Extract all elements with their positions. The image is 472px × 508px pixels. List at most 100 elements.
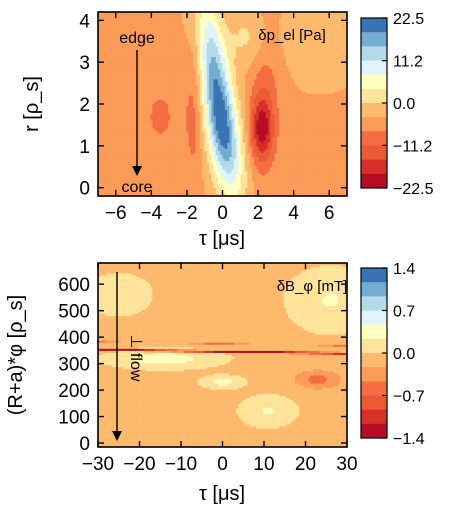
pressure-field-cell [122,59,126,62]
pressure-field-cell [245,75,248,79]
pressure-field-cell [270,16,273,19]
pressure-field-cell [109,28,113,31]
pressure-field-cell [258,32,262,36]
pressure-field-cell [342,34,346,38]
pressure-field-cell [116,40,119,44]
pressure-field-cell [258,75,262,79]
pressure-field-cell [260,54,264,58]
pressure-field-cell [317,30,321,34]
pressure-field-cell [152,75,156,79]
pressure-field-cell [283,52,287,56]
pressure-field-cell [113,18,117,21]
pressure-field-cell [313,24,316,27]
pressure-field-cell [213,26,217,29]
pressure-field-cell [134,75,138,79]
pressure-field-cell [303,18,307,21]
pressure-field-cell [131,71,135,74]
pressure-field-cell [344,24,348,27]
pressure-field-cell [233,32,237,36]
pressure-field-cell [231,48,235,52]
pressure-field-cell [308,54,312,58]
pressure-field-cell [324,52,328,56]
pressure-field-cell [249,67,253,70]
pressure-field-cell [211,69,215,72]
pressure-field-cell [333,20,337,23]
pressure-field-cell [308,28,312,31]
pressure-field-cell [258,59,262,62]
pressure-field-cell [335,52,339,56]
pressure-field-cell [134,34,138,38]
pressure-field-cell [315,22,319,25]
pressure-field-cell [156,67,160,70]
pressure-field-cell [331,26,335,29]
pressure-field-cell [337,44,341,48]
pressure-field-cell [231,20,235,23]
pressure-field-cell [274,71,278,74]
pressure-field-cell [184,12,187,15]
pressure-field-cell [215,75,219,79]
pressure-field-cell [276,65,280,68]
pressure-field-cell [131,48,135,52]
pressure-field-cell [125,59,129,62]
pressure-field-cell [147,20,151,23]
pressure-field-cell [322,26,325,29]
pressure-field-cell [344,16,348,19]
pressure-field-cell [184,73,187,76]
pressure-field-cell [181,18,185,21]
pressure-field-cell [199,12,203,15]
pressure-field-cell [319,75,323,79]
pressure-field-cell [279,28,282,31]
pressure-field-cell [231,69,235,72]
pressure-field-cell [168,59,172,62]
pressure-field-cell [313,34,316,38]
pressure-field-cell [328,18,332,21]
pressure-field-cell [165,26,169,29]
pressure-field-cell [281,12,285,15]
pressure-field-cell [333,36,337,40]
pressure-field-cell [116,67,119,70]
pressure-field-cell [303,26,307,29]
pressure-field-cell [340,50,344,54]
pressure-field-cell [220,14,224,17]
pressure-field-cell [242,28,246,31]
pressure-field-cell [326,36,330,40]
pressure-field-cell [131,56,135,60]
pressure-field-cell [181,42,185,46]
pressure-field-cell [104,50,108,54]
pressure-field-cell [163,59,167,62]
pressure-field-cell [240,16,244,19]
pressure-field-cell [125,38,129,42]
pressure-field-cell [301,34,305,38]
pressure-field-cell [204,32,208,36]
pressure-field-cell [344,40,348,44]
pressure-field-cell [159,22,162,25]
pressure-field-cell [102,32,106,36]
pressure-field-cell [342,18,346,21]
pressure-field-cell [308,44,312,48]
pressure-field-cell [188,50,192,54]
pressure-field-cell [326,44,330,48]
pressure-field-cell [227,56,230,60]
pressure-field-cell [279,59,282,62]
pressure-field-cell [147,46,151,50]
pressure-field-cell [285,73,289,76]
pressure-field-cell [251,34,255,38]
pressure-field-cell [315,48,319,52]
pressure-field-cell [227,48,230,52]
pressure-field-cell [270,24,273,27]
pressure-field-cell [224,56,228,60]
pressure-field-cell [190,12,194,15]
pressure-field-cell [337,63,341,66]
pressure-field-cell [254,48,258,52]
pressure-field-cell [215,65,219,68]
pressure-field-cell [322,40,325,44]
pressure-field-cell [292,69,296,72]
pressure-field-cell [118,54,122,58]
pressure-field-cell [118,77,122,81]
pressure-field-cell [251,54,255,58]
pressure-field-cell [322,16,325,19]
pressure-field-cell [299,26,303,29]
pressure-field-cell [326,38,330,42]
pressure-field-cell [181,14,185,17]
pressure-field-cell [199,16,203,19]
